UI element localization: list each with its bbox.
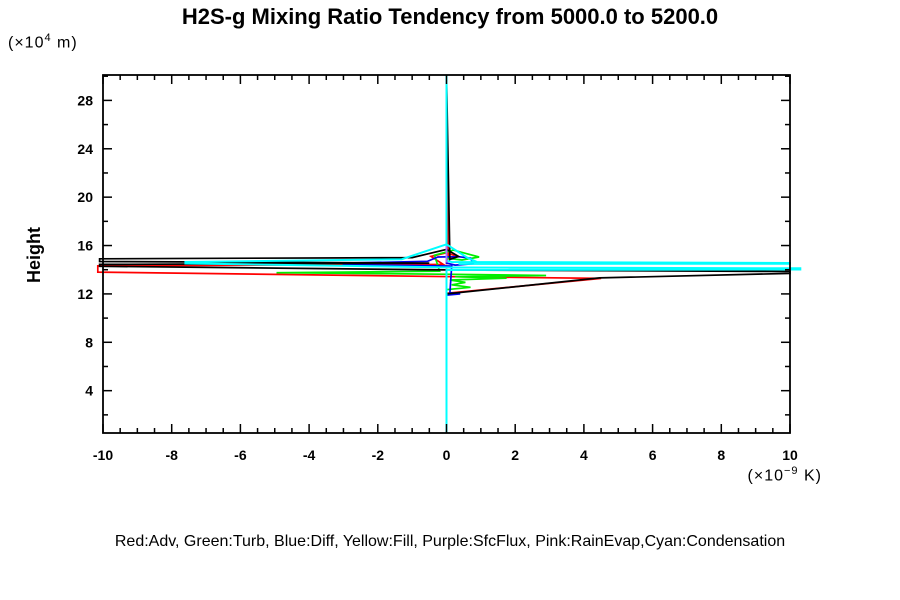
y-tick-label: 4	[85, 383, 93, 399]
x-axis-unit-label: (×10−9 K)	[747, 465, 822, 485]
y-tick-label: 24	[77, 141, 93, 157]
series-condensation-line	[184, 75, 802, 433]
x-tick-label: 0	[443, 447, 451, 463]
y-tick-label: 28	[77, 92, 93, 108]
series-adv-line	[96, 74, 602, 433]
x-tick-label: -4	[303, 447, 316, 463]
x-tick-label: 4	[580, 447, 588, 463]
series-turb-line	[276, 75, 547, 433]
x-tick-label: 6	[649, 447, 657, 463]
plot-area	[96, 74, 802, 433]
y-tick-label: 8	[85, 334, 93, 350]
x-tick-label: -6	[234, 447, 247, 463]
x-tick-label: 8	[717, 447, 725, 463]
x-tick-label: 10	[782, 447, 798, 463]
x-tick-label: -2	[372, 447, 385, 463]
legend-caption: Red:Adv, Green:Turb, Blue:Diff, Yellow:F…	[114, 533, 786, 550]
figure-title: H2S-g Mixing Ratio Tendency from 5000.0 …	[181, 4, 719, 29]
axis-ticks	[102, 75, 791, 433]
y-tick-label: 16	[77, 238, 93, 254]
x-tick-label: -8	[165, 447, 178, 463]
x-tick-label: 2	[511, 447, 519, 463]
y-tick-label: 20	[77, 189, 93, 205]
y-tick-label: 12	[77, 286, 93, 302]
y-axis-unit-label: (×104 m)	[8, 32, 78, 52]
x-tick-label: -10	[93, 447, 113, 463]
